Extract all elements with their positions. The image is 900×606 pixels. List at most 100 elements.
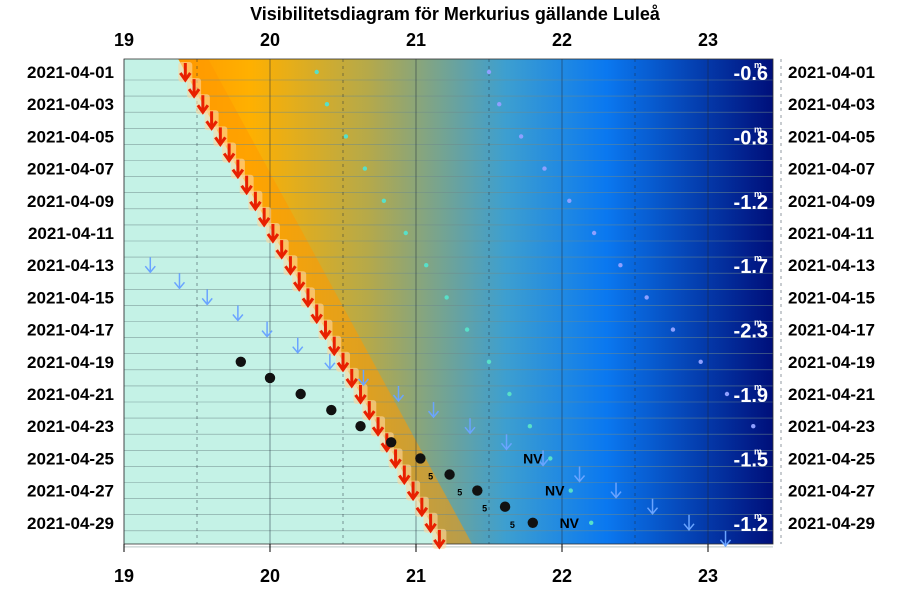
arrow-head xyxy=(427,410,440,419)
sunset-arrow xyxy=(222,142,237,164)
arrow-head xyxy=(433,539,446,550)
sunset-arrow xyxy=(239,174,254,196)
axis-labels: 19 19 20 20 21 21 22 22 23 23 2021-04-01 2021-04-01… xyxy=(27,30,875,586)
arrow-head xyxy=(214,136,227,147)
direction-label: NV xyxy=(560,515,580,531)
twilight-dot xyxy=(381,198,387,203)
y-tick-label-right: 2021-04-17 xyxy=(788,321,875,340)
y-tick-label-right: 2021-04-03 xyxy=(788,95,875,114)
setting-arrow xyxy=(427,402,440,419)
twilight-dot xyxy=(424,263,429,268)
x-tick-label-top: 19 xyxy=(114,30,134,50)
arrow-head xyxy=(398,474,411,486)
planet-dot xyxy=(415,453,426,464)
setting-arrow xyxy=(719,530,732,548)
planet-dot xyxy=(527,517,538,528)
y-tick-label-left: 2021-04-05 xyxy=(27,127,114,146)
arrow-head xyxy=(328,345,341,357)
chart-title: Visibilitetsdiagram för Merkurius gällan… xyxy=(250,4,661,24)
magnitude-label: -1.2 xyxy=(734,192,768,214)
setting-arrow xyxy=(646,498,659,515)
sunset-arrow xyxy=(388,448,403,469)
planet-dot xyxy=(499,501,511,512)
arrow-head xyxy=(719,539,732,548)
twilight-band xyxy=(178,59,773,544)
night-dot xyxy=(591,230,597,236)
magnitude-label: -1.2 xyxy=(734,514,768,536)
planet-dot xyxy=(264,372,276,384)
arrow-head xyxy=(371,426,385,437)
night-dot xyxy=(518,134,524,139)
y-tick-label-left: 2021-04-03 xyxy=(27,95,114,114)
y-tick-label-left: 2021-04-15 xyxy=(27,288,114,307)
y-tick-label-right: 2021-04-15 xyxy=(788,288,875,307)
magnitude-unit: m xyxy=(754,60,762,70)
setting-arrow xyxy=(201,289,213,306)
magnitude-unit: m xyxy=(754,382,762,392)
y-tick-label-left: 2021-04-29 xyxy=(27,514,114,533)
arrow-head xyxy=(363,410,376,421)
arrow-head xyxy=(537,458,549,467)
arrow-head xyxy=(257,217,271,228)
twilight-dot xyxy=(568,488,573,493)
y-tick-label-left: 2021-04-01 xyxy=(27,63,114,82)
planet-dot xyxy=(295,388,306,400)
magnitude-label: -0.6 xyxy=(734,63,768,85)
y-tick-label-right: 2021-04-05 xyxy=(788,127,875,146)
sunset-arrow xyxy=(406,480,421,502)
sunset-arrow xyxy=(353,384,368,405)
y-tick-label-right: 2021-04-29 xyxy=(788,514,875,533)
setting-arrow xyxy=(464,418,476,435)
magnitude-label: -1.5 xyxy=(734,449,768,471)
x-tick-label-bottom: 22 xyxy=(552,566,572,586)
magnitude-label: -1.9 xyxy=(734,385,768,407)
twilight-dot xyxy=(403,230,408,236)
arrow-head xyxy=(354,394,367,405)
sunset-arrow xyxy=(257,206,272,228)
x-tick-label-bottom: 20 xyxy=(260,566,280,586)
y-tick-label-left: 2021-04-11 xyxy=(28,224,114,243)
twilight-dot xyxy=(527,424,533,429)
twilight-dot xyxy=(324,102,330,107)
sunset-arrow xyxy=(230,158,245,180)
magnitude-label: -2.3 xyxy=(734,321,768,343)
x-tick-label-top: 22 xyxy=(552,30,572,50)
night-dot xyxy=(724,391,730,397)
sunset-arrow xyxy=(195,94,210,115)
sunset-arrow xyxy=(309,303,324,325)
arrow-head xyxy=(573,475,586,483)
x-tick-label-bottom: 19 xyxy=(114,566,134,586)
arrow-head xyxy=(240,184,253,196)
planet-dot xyxy=(385,437,397,448)
arrow-head xyxy=(610,491,622,499)
y-tick-label-right: 2021-04-01 xyxy=(788,63,875,82)
twilight-dot xyxy=(362,166,368,171)
setting-arrow xyxy=(392,386,405,403)
twilight-dot xyxy=(486,359,492,364)
plot-background xyxy=(124,59,773,544)
sunset-arrow xyxy=(423,512,438,534)
arrow-head xyxy=(415,506,429,518)
arrow-head xyxy=(187,88,201,99)
sunset-arrow xyxy=(187,78,202,99)
phase-label: 5 xyxy=(428,472,433,482)
sunset-arrow xyxy=(292,271,307,292)
plot-border xyxy=(123,58,774,545)
arrow-head xyxy=(261,330,273,338)
sunset-arrow xyxy=(300,287,315,308)
sunset-arrow xyxy=(397,464,412,486)
twilight-dot xyxy=(464,327,470,332)
setting-arrow xyxy=(232,305,244,322)
direction-label: NV xyxy=(523,450,543,466)
phase-label: 5 xyxy=(482,504,487,514)
night-dot xyxy=(618,263,623,268)
sunset-arrow xyxy=(432,528,447,550)
planet-dot xyxy=(355,421,366,432)
planet-dot xyxy=(472,485,483,496)
arrow-head xyxy=(500,442,513,451)
y-tick-label-right: 2021-04-23 xyxy=(788,417,875,436)
arrow-head xyxy=(196,104,210,115)
arrow-head xyxy=(464,426,476,435)
twilight-dot xyxy=(314,69,319,75)
